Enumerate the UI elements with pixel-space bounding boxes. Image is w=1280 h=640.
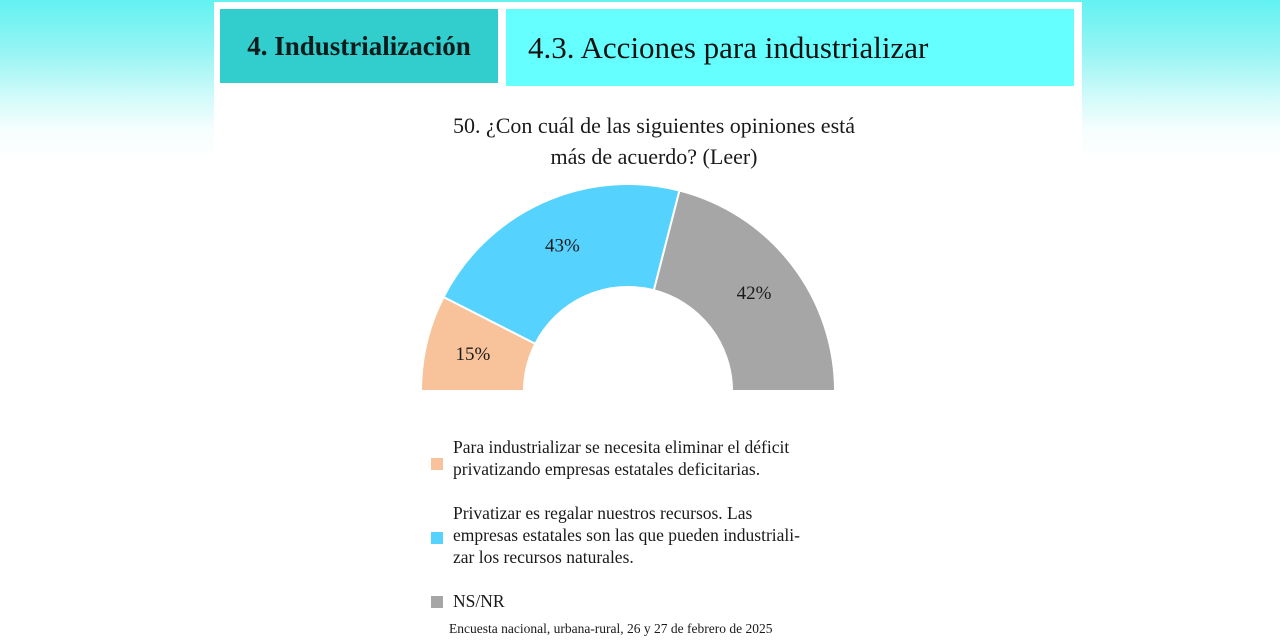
slice-state-companies [442, 183, 681, 346]
legend-item-nsnr: NS/NR [429, 590, 505, 612]
legend-item-state-companies: Privatizar es regalar nuestros recursos.… [429, 502, 800, 568]
legend-swatch [431, 596, 443, 608]
legend-line: Privatizar es regalar nuestros recursos.… [453, 503, 753, 523]
data-label: 43% [545, 236, 580, 257]
slide: 4. Industrialización 4.3. Acciones para … [214, 2, 1082, 640]
legend-line: zar los recursos naturales. [453, 547, 634, 567]
subsection-title: 4.3. Acciones para industrializar [506, 9, 1074, 86]
legend-swatch [431, 532, 443, 544]
chart-question: 50. ¿Con cuál de las siguientes opinione… [452, 113, 856, 169]
legend-swatch [431, 458, 443, 470]
legend-line: empresas estatales son las que pueden in… [453, 525, 800, 545]
legend-line: privatizando empresas estatales deficita… [453, 459, 761, 479]
legend-line: NS/NR [453, 591, 505, 611]
slice-nsnr [652, 189, 837, 392]
survey-footnote: Encuesta nacional, urbana-rural, 26 y 27… [449, 621, 773, 636]
data-label: 42% [737, 283, 772, 304]
half-donut-chart: 15% 43% 42% [419, 183, 837, 392]
legend-item-privatize-deficit: Para industrializar se necesita eliminar… [429, 436, 789, 480]
section-title: 4. Industrialización [220, 9, 498, 86]
legend-line: Para industrializar se necesita eliminar… [453, 437, 790, 457]
data-label: 15% [455, 344, 490, 365]
